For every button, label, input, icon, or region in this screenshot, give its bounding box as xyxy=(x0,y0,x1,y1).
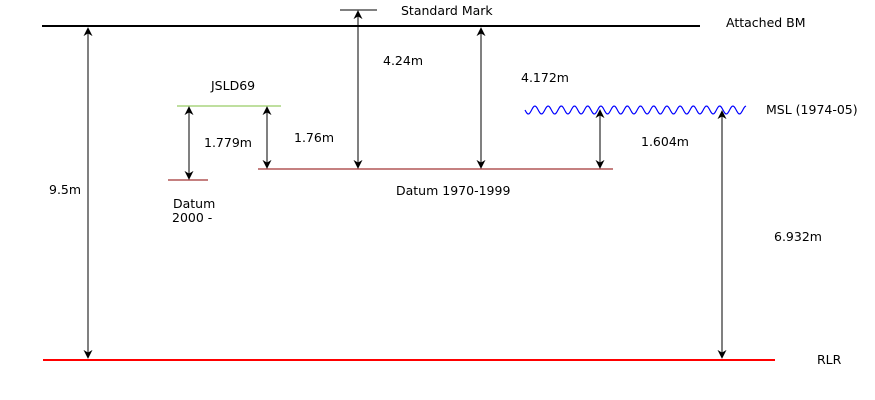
jsld69-label: JSLD69 xyxy=(210,78,255,93)
rlr-label: RLR xyxy=(817,352,842,367)
attached-bm-label: Attached BM xyxy=(726,15,806,30)
msl-to-datum-value: 1.604m xyxy=(641,134,689,149)
jsld-to-datum2000-value: 1.779m xyxy=(204,135,252,150)
msl-wave-line xyxy=(524,105,747,115)
mark-to-datum-value: 4.24m xyxy=(383,53,423,68)
msl-label: MSL (1974-05) xyxy=(766,102,858,117)
standard-mark-label: Standard Mark xyxy=(401,3,493,18)
datum-1970-1999-label: Datum 1970-1999 xyxy=(396,183,510,198)
msl-to-rlr-value: 6.932m xyxy=(774,229,822,244)
datum-2000-label-line1: Datum xyxy=(173,196,215,211)
jsld-to-datum1970-value: 1.76m xyxy=(294,130,334,145)
bm-to-rlr-value: 9.5m xyxy=(49,182,81,197)
datum-2000-label-line2: 2000 - xyxy=(172,210,212,225)
bm-to-datum-value: 4.172m xyxy=(521,70,569,85)
